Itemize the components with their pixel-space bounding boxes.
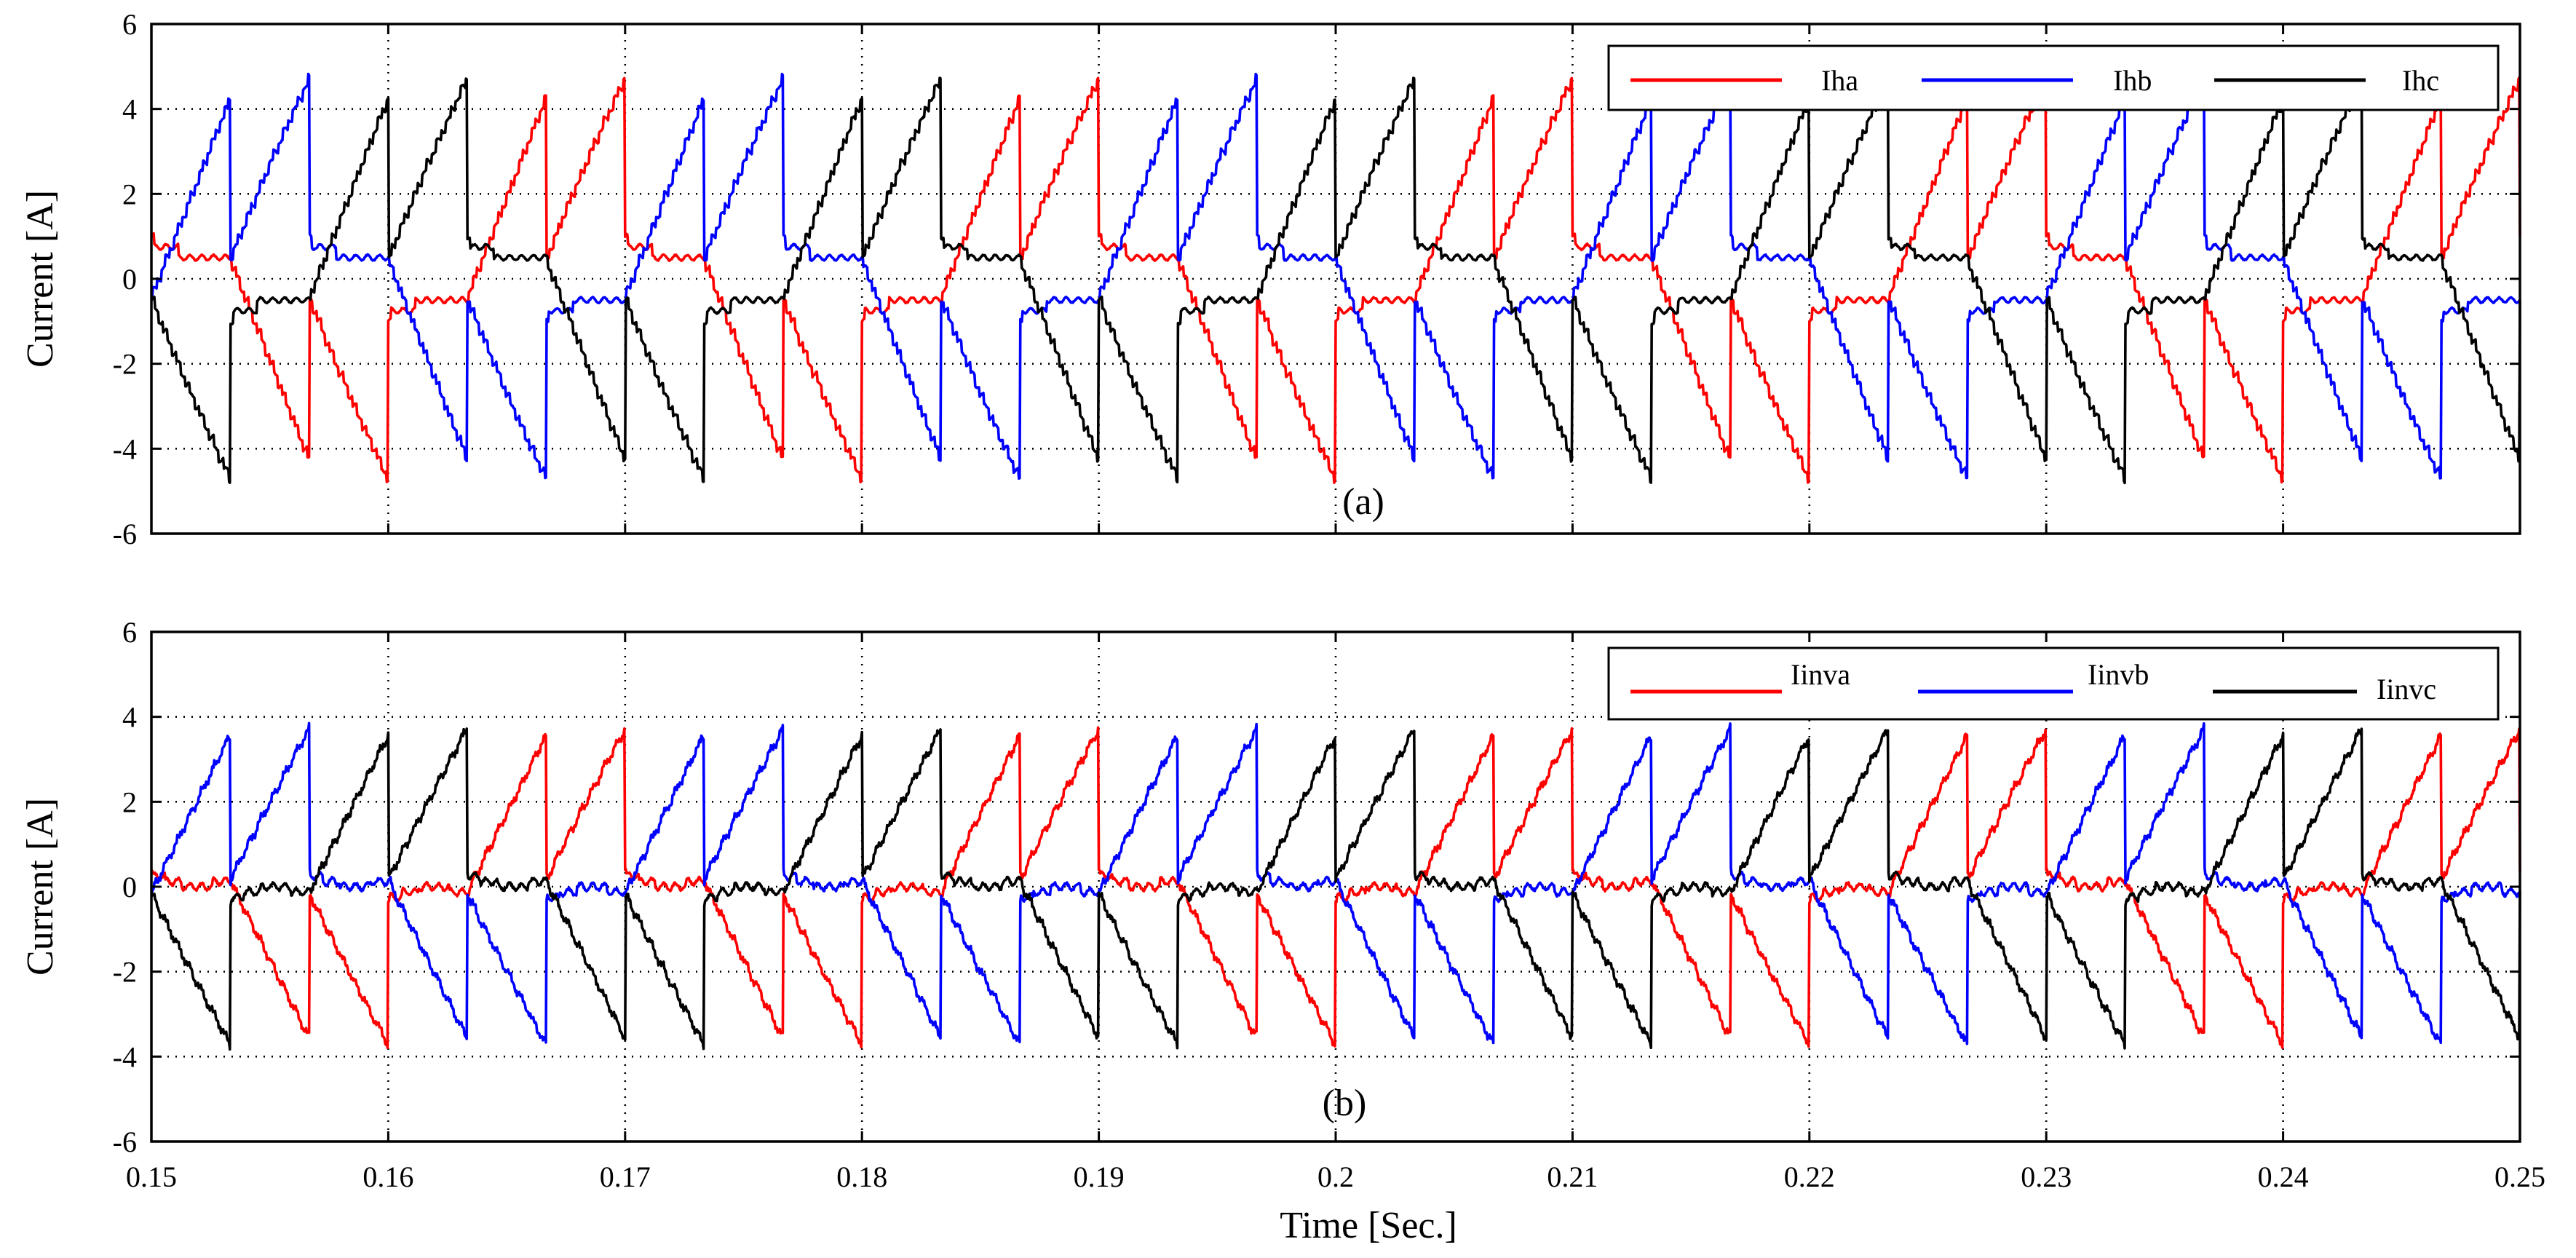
y-tick-labels: -6 -4 -2 0 2 4 6	[113, 8, 137, 550]
x-tick-label-0-17: 0.17	[600, 1160, 651, 1193]
traces	[150, 721, 2521, 1051]
panel-label: (b)	[1323, 1083, 1367, 1124]
x-tick-label-0-23: 0.23	[2021, 1160, 2072, 1193]
x-tick-label-0-16: 0.16	[362, 1160, 413, 1193]
series-line-ihc	[150, 76, 2521, 485]
x-tick-label-0-2: 0.2	[1317, 1160, 1354, 1193]
y-tick-label--4: -4	[113, 432, 137, 465]
y-tick-label-4: 4	[122, 93, 137, 126]
panel-a: -6 -4 -2 0 2 4 6 Current [A] (a) Iha Ihb Ihc	[20, 8, 2521, 550]
legend-entry-iinvc: Iinvc	[2377, 673, 2436, 705]
x-axis-label: Time [Sec.]	[1280, 1205, 1457, 1246]
legend: Iinva Iinvb Iinvc	[1607, 646, 2500, 721]
y-tick-label--2: -2	[113, 348, 137, 381]
y-tick-label-4: 4	[122, 701, 137, 734]
y-axis-label: Current [A]	[20, 798, 61, 976]
traces	[150, 72, 2521, 485]
x-tick-label-0-24: 0.24	[2258, 1160, 2309, 1193]
legend-box	[1607, 44, 2500, 111]
panel-label: (a)	[1342, 481, 1384, 523]
y-axis-label: Current [A]	[20, 190, 61, 368]
legend-entry-iha: Iha	[1821, 64, 1858, 97]
y-tick-label-6: 6	[122, 8, 137, 41]
x-tick-label-0-25: 0.25	[2494, 1160, 2545, 1193]
legend-entry-ihc: Ihc	[2402, 64, 2439, 97]
y-tick-label-0: 0	[122, 871, 137, 903]
series-line-iinva	[150, 726, 2521, 1049]
y-tick-label--4: -4	[113, 1040, 137, 1073]
y-tick-label-6: 6	[122, 616, 137, 649]
y-tick-label--2: -2	[113, 956, 137, 989]
y-tick-label-0: 0	[122, 263, 137, 296]
series-line-iinvc	[150, 727, 2521, 1051]
legend-box	[1607, 646, 2500, 721]
legend-entry-iinvb: Iinvb	[2088, 658, 2149, 691]
x-tick-label-0-15: 0.15	[126, 1160, 177, 1193]
y-tick-label--6: -6	[113, 1126, 137, 1158]
x-tick-label-0-19: 0.19	[1074, 1160, 1125, 1193]
tick-marks	[150, 630, 2521, 1143]
legend-entry-ihb: Ihb	[2113, 64, 2152, 97]
x-tick-label-0-18: 0.18	[836, 1160, 887, 1193]
y-tick-label--6: -6	[113, 518, 137, 550]
tick-marks	[150, 23, 2521, 535]
grid-lines	[151, 632, 2520, 1142]
x-tick-label-0-22: 0.22	[1784, 1160, 1835, 1193]
legend-entry-iinva: Iinva	[1791, 658, 1850, 691]
y-tick-labels: -6 -4 -2 0 2 4 6	[113, 616, 137, 1158]
legend: Iha Ihb Ihc	[1607, 44, 2500, 111]
x-tick-labels: 0.15 0.16 0.17 0.18 0.19 0.2 0.21 0.22 0.23 0.24 0…	[126, 1160, 2545, 1193]
x-tick-label-0-21: 0.21	[1547, 1160, 1598, 1193]
y-tick-label-2: 2	[122, 786, 137, 818]
y-tick-label-2: 2	[122, 178, 137, 210]
